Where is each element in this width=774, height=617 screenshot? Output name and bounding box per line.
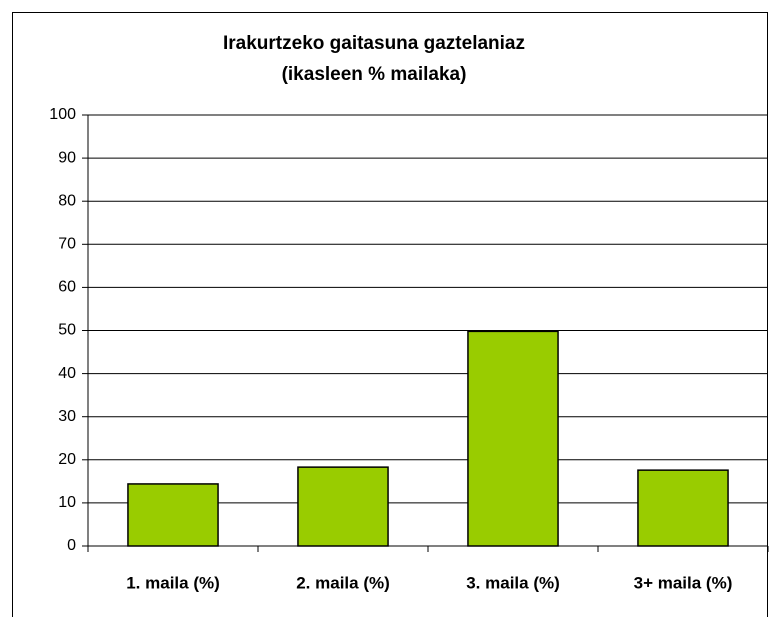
y-tick-label: 30	[58, 408, 76, 425]
x-tick-label: 1. maila (%)	[126, 573, 220, 592]
bar	[637, 469, 729, 547]
y-tick-label: 100	[49, 106, 76, 123]
x-tick-label: 3+ maila (%)	[634, 573, 733, 592]
bar	[127, 483, 219, 547]
y-tick-label: 40	[58, 365, 76, 382]
y-tick-label: 80	[58, 192, 76, 209]
x-tick-label: 2. maila (%)	[296, 573, 390, 592]
chart-subtitle: (ikasleen % mailaka)	[282, 64, 467, 85]
x-tick-label: 3. maila (%)	[466, 573, 560, 592]
y-tick-label: 50	[58, 322, 76, 339]
chart-title: Irakurtzeko gaitasuna gaztelaniaz	[223, 33, 525, 54]
y-tick-label: 20	[58, 451, 76, 468]
y-tick-label: 10	[58, 494, 76, 511]
y-tick-label: 60	[58, 279, 76, 296]
bar	[467, 330, 559, 547]
bar	[297, 466, 389, 547]
y-tick-label: 0	[67, 537, 76, 554]
y-tick-label: 70	[58, 236, 76, 253]
y-tick-label: 90	[58, 149, 76, 166]
